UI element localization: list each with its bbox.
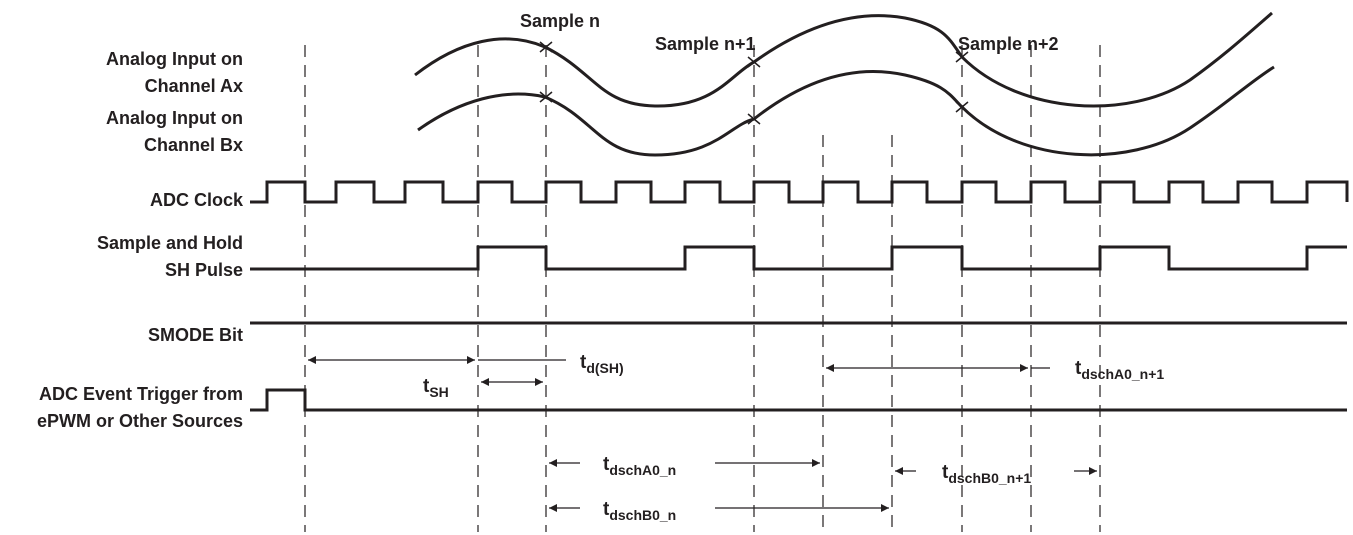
timing-label-t-dschb0-n: tdschB0_n: [603, 499, 676, 523]
sample-markers: [539, 41, 969, 125]
adc-event-trigger-signal: [250, 388, 1347, 412]
timing-label-t-sh: tSH: [423, 376, 449, 400]
timing-arrows: [308, 356, 1097, 512]
sample-n2-label: Sample n+2: [958, 34, 1059, 54]
sample-marker-bx-n1: [747, 113, 761, 125]
analog-a-label-line1: Analog Input on: [106, 49, 243, 69]
sh-pulse-signal: [250, 245, 1347, 271]
timing-label-t-dscha0-n1: tdschA0_n+1: [1075, 358, 1164, 382]
adc-clock-signal: [250, 180, 1349, 204]
sample-marker-ax-n1: [747, 56, 761, 68]
signal-labels: Analog Input on Channel Ax Analog Input …: [37, 49, 244, 431]
trigger-label-line2: ePWM or Other Sources: [37, 411, 243, 431]
sample-marker-ax-n2: [955, 51, 969, 63]
sample-n-label: Sample n: [520, 11, 600, 31]
reference-lines: [304, 45, 1101, 532]
trigger-label-line1: ADC Event Trigger from: [39, 384, 243, 404]
timing-label-td-sh: td(SH): [580, 352, 624, 376]
sample-marker-bx-n2: [955, 101, 969, 113]
sample-marker-ax-n: [539, 41, 553, 53]
sample-marker-bx-n: [539, 91, 553, 103]
smode-label: SMODE Bit: [148, 325, 243, 345]
sample-labels: Sample n Sample n+1 Sample n+2: [520, 11, 1059, 54]
analog-input-channel-ax-wave: [414, 11, 1273, 108]
adc-clock-label: ADC Clock: [150, 190, 244, 210]
timing-label-t-dscha0-n: tdschA0_n: [603, 454, 676, 478]
analog-b-label-line2: Channel Bx: [144, 135, 243, 155]
analog-a-label-line2: Channel Ax: [145, 76, 243, 96]
analog-input-channel-bx-wave: [417, 65, 1275, 157]
sh-pulse-label-line2: SH Pulse: [165, 260, 243, 280]
timing-labels: td(SH) tSH tdschA0_n+1 tdschA0_n tdschB0…: [423, 352, 1164, 523]
sample-n1-label: Sample n+1: [655, 34, 756, 54]
sh-pulse-label-line1: Sample and Hold: [97, 233, 243, 253]
analog-b-label-line1: Analog Input on: [106, 108, 243, 128]
timing-label-t-dschb0-n1: tdschB0_n+1: [942, 462, 1031, 486]
